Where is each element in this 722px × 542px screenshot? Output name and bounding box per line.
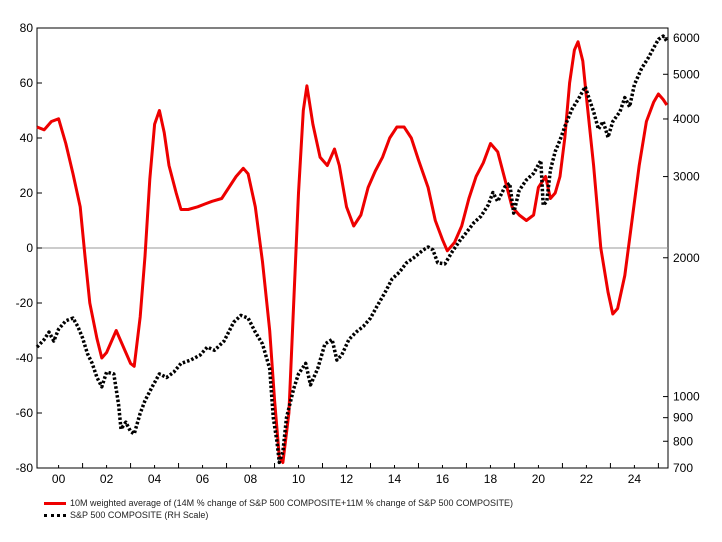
legend-swatch-dotted [44,513,66,517]
legend-swatch-red [44,501,66,505]
legend-item-sp500: S&P 500 COMPOSITE (RH Scale) [44,509,513,521]
right-tick-label: 4000 [673,112,700,126]
right-axis: 6000 5000 4000 3000 2000 1000 900 800 700 [663,31,700,475]
x-tick-label: 02 [100,472,114,486]
series-momentum-line [36,40,669,464]
left-tick-label: -80 [16,461,34,475]
left-tick-label: 60 [20,76,34,90]
x-tick-label: 00 [52,472,66,486]
series-sp500-line [35,34,669,465]
legend: 10M weighted average of (14M % change of… [44,497,513,521]
x-tick-label: 12 [340,472,354,486]
right-tick-label: 6000 [673,31,700,45]
x-tick-label: 18 [484,472,498,486]
x-axis: 00 02 04 06 08 10 12 14 16 18 20 22 24 [52,463,659,486]
legend-label-momentum: 10M weighted average of (14M % change of… [70,498,513,508]
right-tick-label: 900 [673,411,693,425]
right-tick-label: 1000 [673,390,700,404]
x-tick-label: 16 [436,472,450,486]
x-tick-label: 06 [196,472,210,486]
x-tick-label: 24 [628,472,642,486]
left-tick-label: -20 [16,296,34,310]
left-tick-label: 80 [20,21,34,35]
left-tick-label: 40 [20,131,34,145]
left-tick-label: -60 [16,406,34,420]
right-tick-label: 3000 [673,170,700,184]
right-tick-label: 800 [673,434,693,448]
x-tick-label: 10 [292,472,306,486]
x-tick-label: 14 [388,472,402,486]
left-tick-label: 20 [20,186,34,200]
x-tick-label: 04 [148,472,162,486]
right-tick-label: 2000 [673,251,700,265]
right-tick-label: 700 [673,461,693,475]
right-tick-label: 5000 [673,67,700,81]
plot-area [35,27,669,469]
x-tick-label: 08 [244,472,258,486]
legend-item-momentum: 10M weighted average of (14M % change of… [44,497,513,509]
legend-label-sp500: S&P 500 COMPOSITE (RH Scale) [70,510,209,520]
left-tick-label: -40 [16,351,34,365]
x-tick-label: 20 [532,472,546,486]
x-tick-label: 22 [580,472,594,486]
left-axis: 80 60 40 20 0 -20 -40 -60 -80 [16,21,42,475]
left-tick-label: 0 [26,241,33,255]
